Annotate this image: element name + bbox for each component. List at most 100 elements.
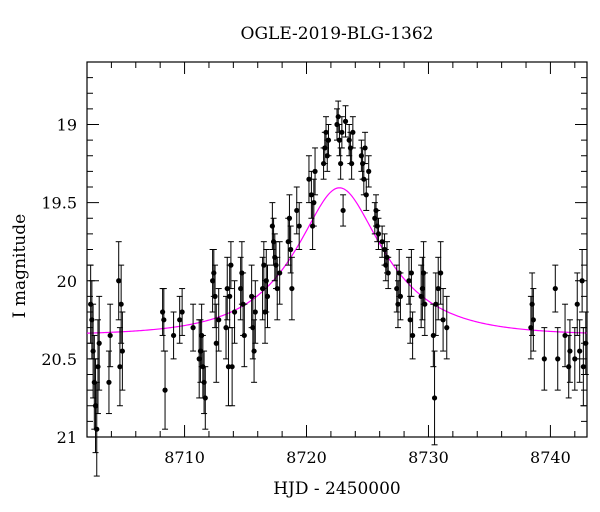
data-point (274, 285, 280, 292)
data-point (340, 207, 346, 214)
y-tick-label: 21 (57, 428, 77, 447)
data-point (530, 317, 536, 323)
data-point (308, 192, 314, 198)
data-point (202, 395, 208, 401)
data-point (118, 301, 124, 307)
model-curve (86, 187, 588, 334)
data-point (323, 129, 329, 135)
data-point (374, 223, 380, 229)
data-point (261, 262, 267, 268)
data-point (358, 153, 364, 159)
data-point (201, 379, 207, 385)
data-point (306, 176, 312, 182)
data-point (225, 364, 232, 370)
data-point (408, 270, 414, 276)
data-point (116, 278, 122, 284)
data-point (433, 301, 439, 307)
data-point (216, 317, 222, 323)
data-point (179, 309, 185, 315)
data-point (338, 160, 344, 167)
data-point (210, 278, 216, 284)
data-point (177, 317, 183, 323)
data-point (117, 364, 123, 370)
y-tick-label: 19 (57, 116, 77, 135)
x-tick-label: 8740 (530, 448, 571, 467)
data-point (106, 379, 112, 385)
data-point (379, 239, 385, 245)
data-point (583, 340, 589, 346)
data-point (336, 137, 343, 143)
y-tick-label: 20 (57, 272, 77, 291)
data-point (296, 223, 302, 229)
y-tick-label: 19.5 (41, 194, 77, 213)
data-point (552, 285, 558, 292)
data-point (162, 387, 168, 393)
data-point (89, 317, 95, 323)
data-point (418, 293, 424, 299)
data-point (579, 278, 585, 284)
data-point (250, 325, 256, 331)
data-point (95, 364, 101, 370)
data-point (394, 285, 400, 292)
data-point (438, 270, 444, 276)
data-point (567, 348, 573, 354)
data-point (580, 364, 586, 370)
data-point (577, 348, 583, 354)
data-point (406, 278, 412, 284)
data-point (397, 293, 404, 299)
x-tick-label: 8710 (164, 448, 205, 467)
x-axis-label: HJD - 2450000 (273, 479, 401, 499)
data-point (273, 262, 279, 268)
data-point (96, 340, 102, 346)
data-point (431, 395, 438, 401)
data-point (107, 332, 113, 339)
data-point (119, 348, 125, 354)
data-point (252, 309, 258, 315)
plot-area: 8710 8720 8730 8740 19 19.5 20 20.5 21 (41, 61, 589, 477)
data-point (196, 356, 202, 362)
data-point (94, 426, 100, 432)
data-point (229, 364, 235, 370)
data-point (212, 293, 218, 299)
data-point (375, 231, 382, 237)
data-point (562, 332, 568, 339)
y-axis-label: I magnitude (10, 214, 30, 318)
data-point (419, 285, 425, 292)
data-point (349, 160, 355, 167)
data-point (161, 317, 167, 323)
data-point (231, 309, 238, 315)
data-point (227, 293, 233, 299)
data-point (228, 262, 234, 268)
data-point (160, 309, 166, 315)
data-point (395, 301, 401, 307)
data-point (366, 168, 372, 174)
data-point (444, 325, 450, 331)
data-point (288, 246, 294, 253)
data-point (410, 332, 416, 339)
data-point (555, 356, 561, 362)
chart-title: OGLE-2019-BLG-1362 (241, 24, 434, 44)
data-point (407, 317, 413, 323)
data-point (325, 137, 332, 143)
data-point (342, 118, 349, 124)
data-point (346, 137, 352, 143)
data-point (289, 285, 295, 292)
data-point (572, 356, 578, 362)
data-point (350, 129, 356, 135)
data-point (440, 317, 446, 323)
data-point (335, 114, 341, 120)
data-point (362, 145, 368, 151)
data-point (574, 301, 580, 307)
x-tick-label: 8720 (286, 448, 327, 467)
data-point (190, 325, 196, 331)
data-point (529, 301, 535, 307)
data-point (90, 348, 96, 354)
data-point (312, 168, 318, 174)
data-point (385, 270, 391, 276)
data-point (92, 403, 99, 409)
y-tick-label: 20.5 (41, 350, 77, 369)
data-point (277, 270, 283, 276)
data-point (363, 192, 369, 198)
x-tick-label: 8730 (408, 448, 449, 467)
